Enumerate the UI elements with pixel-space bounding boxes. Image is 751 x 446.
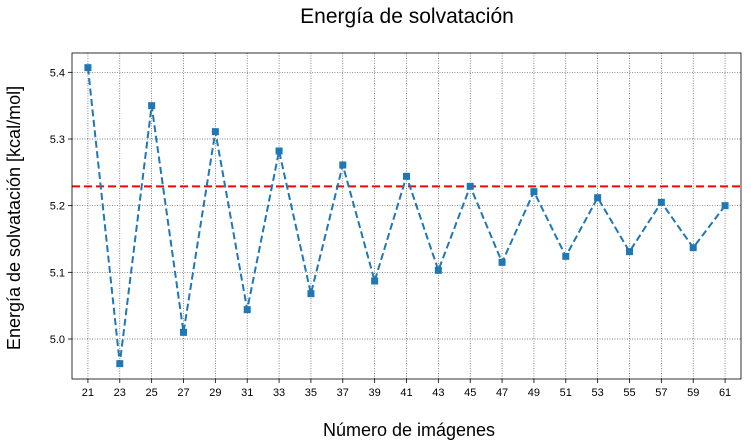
data-point — [307, 290, 315, 298]
x-tick-label: 35 — [305, 387, 317, 399]
x-tick-label: 47 — [496, 387, 508, 399]
data-point — [434, 266, 442, 274]
data-point — [180, 328, 187, 336]
y-axis-label: Energía de solvatación [kcal/mol] — [4, 86, 24, 350]
data-point — [339, 161, 347, 169]
x-tick-label: 27 — [177, 387, 189, 399]
data-point — [594, 194, 602, 202]
data-point — [498, 258, 506, 266]
data-point — [721, 202, 729, 210]
x-tick-label: 37 — [337, 387, 349, 399]
x-tick-label: 33 — [273, 387, 285, 399]
x-tick-label: 51 — [560, 387, 572, 399]
x-tick-label: 57 — [655, 387, 667, 399]
x-tick-label: 61 — [719, 387, 731, 399]
y-tick-label: 5.1 — [50, 267, 65, 279]
x-tick-label: 39 — [369, 387, 381, 399]
y-tick-label: 5.0 — [50, 334, 65, 346]
data-point — [403, 172, 410, 180]
x-tick-label: 41 — [400, 387, 412, 399]
data-point — [211, 128, 219, 136]
x-tick-label: 25 — [146, 387, 158, 399]
chart-title: Energía de solvatación — [300, 5, 514, 28]
data-point — [530, 188, 538, 196]
data-point — [148, 102, 156, 110]
x-tick-label: 43 — [432, 387, 444, 399]
x-tick-label: 29 — [209, 387, 221, 399]
data-point — [466, 182, 474, 190]
x-tick-label: 21 — [82, 387, 94, 399]
x-axis-label: Número de imágenes — [323, 420, 495, 440]
data-point — [275, 147, 283, 155]
data-point — [371, 277, 379, 285]
data-point — [562, 252, 570, 260]
data-point — [84, 64, 92, 72]
y-tick-label: 5.4 — [50, 67, 65, 79]
x-tick-label: 23 — [114, 387, 126, 399]
data-point — [116, 360, 124, 368]
data-point — [657, 198, 665, 206]
data-point — [626, 248, 633, 256]
y-axis: 5.0 5.1 5.2 5.3 5.4 — [50, 67, 72, 346]
x-axis: 21 23 25 27 29 31 33 35 37 39 41 43 45 47 49 51 53 55 57 59… — [82, 379, 731, 399]
x-tick-label: 59 — [687, 387, 699, 399]
x-tick-label: 53 — [592, 387, 604, 399]
y-tick-label: 5.3 — [50, 134, 65, 146]
x-tick-label: 55 — [623, 387, 635, 399]
data-point — [243, 306, 251, 314]
y-tick-label: 5.2 — [50, 201, 65, 213]
series-group — [84, 64, 729, 368]
x-tick-label: 31 — [241, 387, 253, 399]
grid — [72, 53, 741, 379]
data-point — [689, 244, 697, 252]
x-tick-label: 45 — [464, 387, 476, 399]
x-tick-label: 49 — [528, 387, 540, 399]
